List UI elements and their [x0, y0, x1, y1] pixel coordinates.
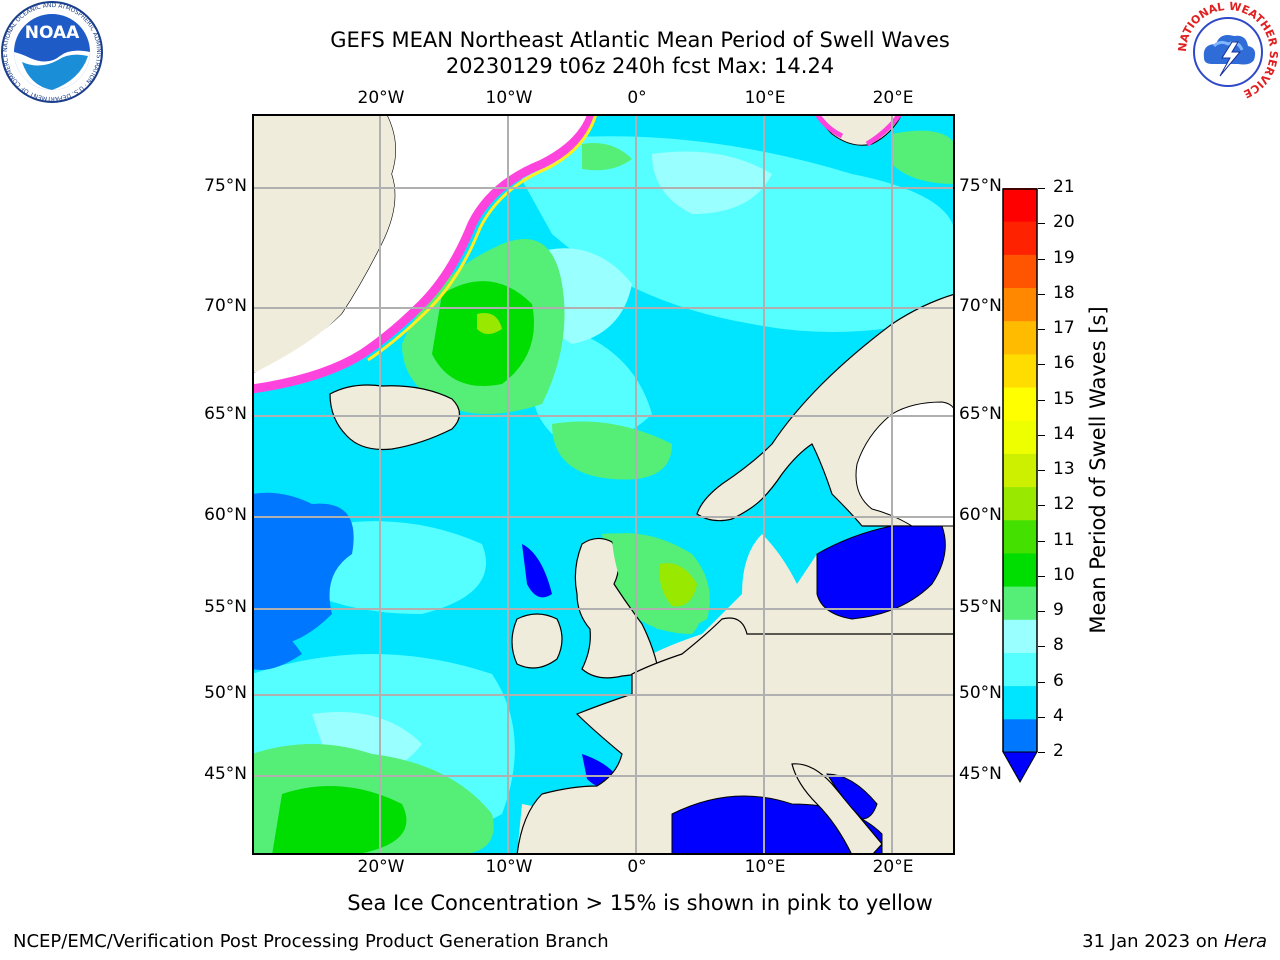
colorbar-segment	[1003, 453, 1037, 488]
lat-label-right: 45°N	[959, 764, 1002, 784]
colorbar-label: Mean Period of Swell Waves [s]	[1086, 306, 1110, 634]
colorbar-segment	[1003, 320, 1037, 355]
colorbar-tick-mark	[1038, 540, 1045, 542]
colorbar-extend-arrow	[1002, 751, 1038, 784]
lat-label-left: 75°N	[204, 176, 247, 196]
colorbar-tick-mark	[1038, 258, 1045, 260]
ice-edge-yellow	[367, 114, 598, 362]
lon-label-top: 20°E	[872, 88, 914, 108]
lat-label-left: 50°N	[204, 683, 247, 703]
colorbar-tick-label: 10	[1053, 564, 1075, 585]
footer-date: 31 Jan 2023 on Hera	[1082, 931, 1267, 952]
colorbar-tick-label: 9	[1053, 600, 1064, 620]
colorbar-tick-mark	[1038, 364, 1045, 366]
colorbar-tick-mark	[1038, 329, 1045, 330]
lat-label-left: 65°N	[204, 404, 247, 424]
lon-label-bottom: 0°	[627, 857, 647, 877]
colorbar-segment	[1003, 652, 1037, 687]
colorbar-segment	[1003, 586, 1037, 620]
colorbar-tick-label: 14	[1053, 423, 1075, 444]
colorbar-tick-mark	[1038, 646, 1045, 648]
colorbar-segment	[1003, 221, 1037, 255]
colorbar-tick-mark	[1038, 611, 1045, 612]
colorbar-tick-mark	[1038, 752, 1045, 753]
lon-label-top: 0°	[627, 88, 647, 108]
lat-label-right: 65°N	[959, 404, 1002, 424]
colorbar-tick-mark	[1038, 434, 1045, 436]
lon-label-top: 10°E	[744, 88, 786, 108]
colorbar-frame	[1002, 188, 1038, 752]
colorbar-tick-mark	[1038, 681, 1045, 683]
lat-label-right: 55°N	[959, 597, 1002, 617]
colorbar-segment	[1003, 519, 1037, 554]
colorbar-segment	[1003, 287, 1037, 322]
colorbar-tick-label: 13	[1053, 459, 1075, 479]
colorbar-segment	[1003, 619, 1037, 653]
map-subtitle: 20230129 t06z 240h fcst Max: 14.24	[445, 54, 835, 78]
noaa-logo-text: NOAA	[25, 23, 80, 43]
colorbar-tick-label: 6	[1053, 670, 1064, 691]
colorbar-tick-mark	[1038, 223, 1045, 225]
lon-label-top: 20°W	[357, 88, 405, 108]
lon-label-top: 10°W	[485, 88, 533, 108]
map-frame	[252, 114, 955, 855]
colorbar-tick-label: 2	[1053, 741, 1064, 761]
colorbar-segment	[1003, 718, 1037, 753]
nws-logo: NATIONAL WEATHER SERVICE	[1176, 0, 1280, 104]
colorbar-tick-mark	[1038, 293, 1045, 295]
lat-label-right: 50°N	[959, 683, 1002, 703]
lat-label-left: 45°N	[204, 764, 247, 784]
colorbar-tick-label: 12	[1053, 494, 1075, 515]
colorbar-tick-mark	[1038, 399, 1045, 401]
colorbar-tick-label: 16	[1053, 353, 1075, 374]
colorbar-tick-label: 17	[1053, 318, 1075, 338]
ice-edge-pink	[252, 114, 597, 394]
lon-label-bottom: 10°W	[485, 857, 533, 877]
lat-label-right: 75°N	[959, 176, 1002, 196]
lon-label-bottom: 20°E	[872, 857, 914, 877]
colorbar-segment	[1003, 486, 1037, 521]
sea-ice-note: Sea Ice Concentration > 15% is shown in …	[347, 891, 933, 915]
noaa-logo: NOAA NATIONAL OCEANIC AND ATMOSPHERIC AD…	[0, 0, 104, 104]
map-title: GEFS MEAN Northeast Atlantic Mean Period…	[330, 28, 950, 52]
colorbar-tick-mark	[1038, 716, 1045, 718]
colorbar-tick-label: 4	[1053, 705, 1064, 726]
colorbar-tick-label: 19	[1053, 247, 1075, 268]
lon-label-bottom: 10°E	[744, 857, 786, 877]
colorbar-segment	[1003, 420, 1037, 454]
colorbar-segment	[1003, 188, 1037, 222]
colorbar-segment	[1003, 353, 1037, 388]
lat-label-left: 55°N	[204, 597, 247, 617]
colorbar-segment	[1003, 685, 1037, 720]
lon-label-bottom: 20°W	[357, 857, 405, 877]
swell-2-4s-areas	[252, 492, 354, 670]
lat-label-right: 70°N	[959, 296, 1002, 316]
colorbar-tick-mark	[1038, 575, 1045, 577]
colorbar-tick-label: 11	[1053, 529, 1075, 550]
colorbar-tick-label: 20	[1053, 212, 1075, 233]
colorbar-tick-mark	[1038, 470, 1045, 471]
lat-label-right: 60°N	[959, 505, 1002, 525]
colorbar-tick-label: 15	[1053, 388, 1075, 409]
colorbar-tick-mark	[1038, 505, 1045, 507]
colorbar	[1002, 188, 1038, 784]
colorbar-segment	[1003, 254, 1037, 289]
colorbar-svg	[1002, 188, 1038, 784]
lat-label-left: 60°N	[204, 505, 247, 525]
map-svg	[252, 114, 955, 855]
map-panel	[252, 114, 955, 855]
colorbar-tick-mark	[1038, 188, 1045, 189]
iceland-land	[329, 384, 461, 451]
colorbar-tick-label: 8	[1053, 635, 1064, 656]
footer-machine: Hera	[1223, 931, 1267, 952]
colorbar-segment	[1003, 552, 1037, 587]
lat-label-left: 70°N	[204, 296, 247, 316]
footer-credit: NCEP/EMC/Verification Post Processing Pr…	[13, 931, 609, 952]
footer-date-text: 31 Jan 2023 on	[1082, 931, 1224, 952]
colorbar-segment	[1003, 387, 1037, 421]
ireland-land	[511, 613, 563, 669]
colorbar-tick-label: 21	[1053, 177, 1075, 197]
colorbar-tick-label: 18	[1053, 282, 1075, 303]
graticule	[252, 114, 955, 855]
